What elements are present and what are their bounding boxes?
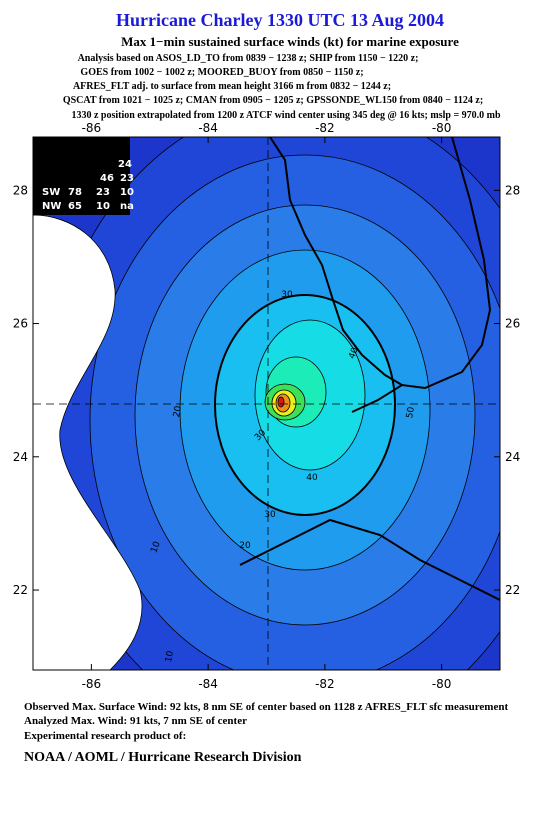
- footer-line: Observed Max. Surface Wind: 92 kts, 8 nm…: [24, 701, 508, 713]
- contour-label: 50: [405, 406, 417, 419]
- quadrant-cell: na: [120, 201, 134, 212]
- quadrant-cell: 10: [120, 187, 134, 198]
- contour-label: 30: [264, 510, 276, 520]
- quadrant-cell: 23: [96, 187, 110, 198]
- quadrant-cell: SW: [42, 187, 60, 198]
- contour-label: 20: [172, 405, 184, 418]
- subtitle: Max 1−min sustained surface winds (kt) f…: [121, 34, 459, 49]
- analysis-line: GOES from 1002 − 1002 z; MOORED_BUOY fro…: [80, 67, 363, 78]
- quadrant-cell: 24: [118, 159, 132, 170]
- contour-label: 10: [149, 540, 162, 554]
- quadrant-cell: 65: [68, 201, 82, 212]
- footer-line: Experimental research product of:: [24, 730, 186, 742]
- quadrant-cell: 46: [100, 173, 114, 184]
- contour-label: 40: [306, 473, 318, 483]
- analysis-line: 1330 z position extrapolated from 1200 z…: [71, 110, 501, 121]
- x-tick-label: -82: [315, 121, 335, 135]
- y-tick-label: 28: [505, 183, 520, 197]
- y-tick-label: 24: [13, 450, 28, 464]
- map-frame: [32, 136, 501, 671]
- y-tick-label: 24: [505, 450, 520, 464]
- contour-label: 10: [164, 650, 176, 663]
- title: Hurricane Charley 1330 UTC 13 Aug 2004: [116, 10, 444, 30]
- y-tick-label: 28: [13, 183, 28, 197]
- y-tick-label: 22: [13, 583, 28, 597]
- analysis-line: QSCAT from 1021 − 1025 z; CMAN from 0905…: [63, 95, 483, 106]
- footer-line: Analyzed Max. Wind: 91 kts, 7 nm SE of c…: [24, 715, 247, 727]
- x-tick-label: -82: [315, 677, 335, 691]
- contour-label: 40: [347, 346, 360, 360]
- x-tick-label: -80: [432, 677, 452, 691]
- y-tick-label: 26: [13, 317, 28, 331]
- contour-label: 30: [281, 290, 293, 300]
- quadrant-cell: 78: [68, 187, 82, 198]
- y-tick-label: 26: [505, 317, 520, 331]
- x-tick-label: -86: [82, 677, 102, 691]
- wind-field: [33, 137, 500, 670]
- y-tick-label: 22: [505, 583, 520, 597]
- x-tick-label: -84: [198, 677, 218, 691]
- organization: NOAA / AOML / Hurricane Research Divisio…: [24, 750, 302, 765]
- quadrant-cell: NW: [42, 201, 61, 212]
- analysis-line: AFRES_FLT adj. to surface from mean heig…: [73, 81, 391, 92]
- quadrant-cell: 23: [120, 173, 134, 184]
- x-tick-label: -80: [432, 121, 452, 135]
- quadrant-cell: 10: [96, 201, 110, 212]
- contour-label: 20: [239, 541, 251, 551]
- x-tick-label: -86: [82, 121, 102, 135]
- x-tick-label: -84: [198, 121, 218, 135]
- analysis-line: Analysis based on ASOS_LD_TO from 0839 −…: [78, 53, 419, 64]
